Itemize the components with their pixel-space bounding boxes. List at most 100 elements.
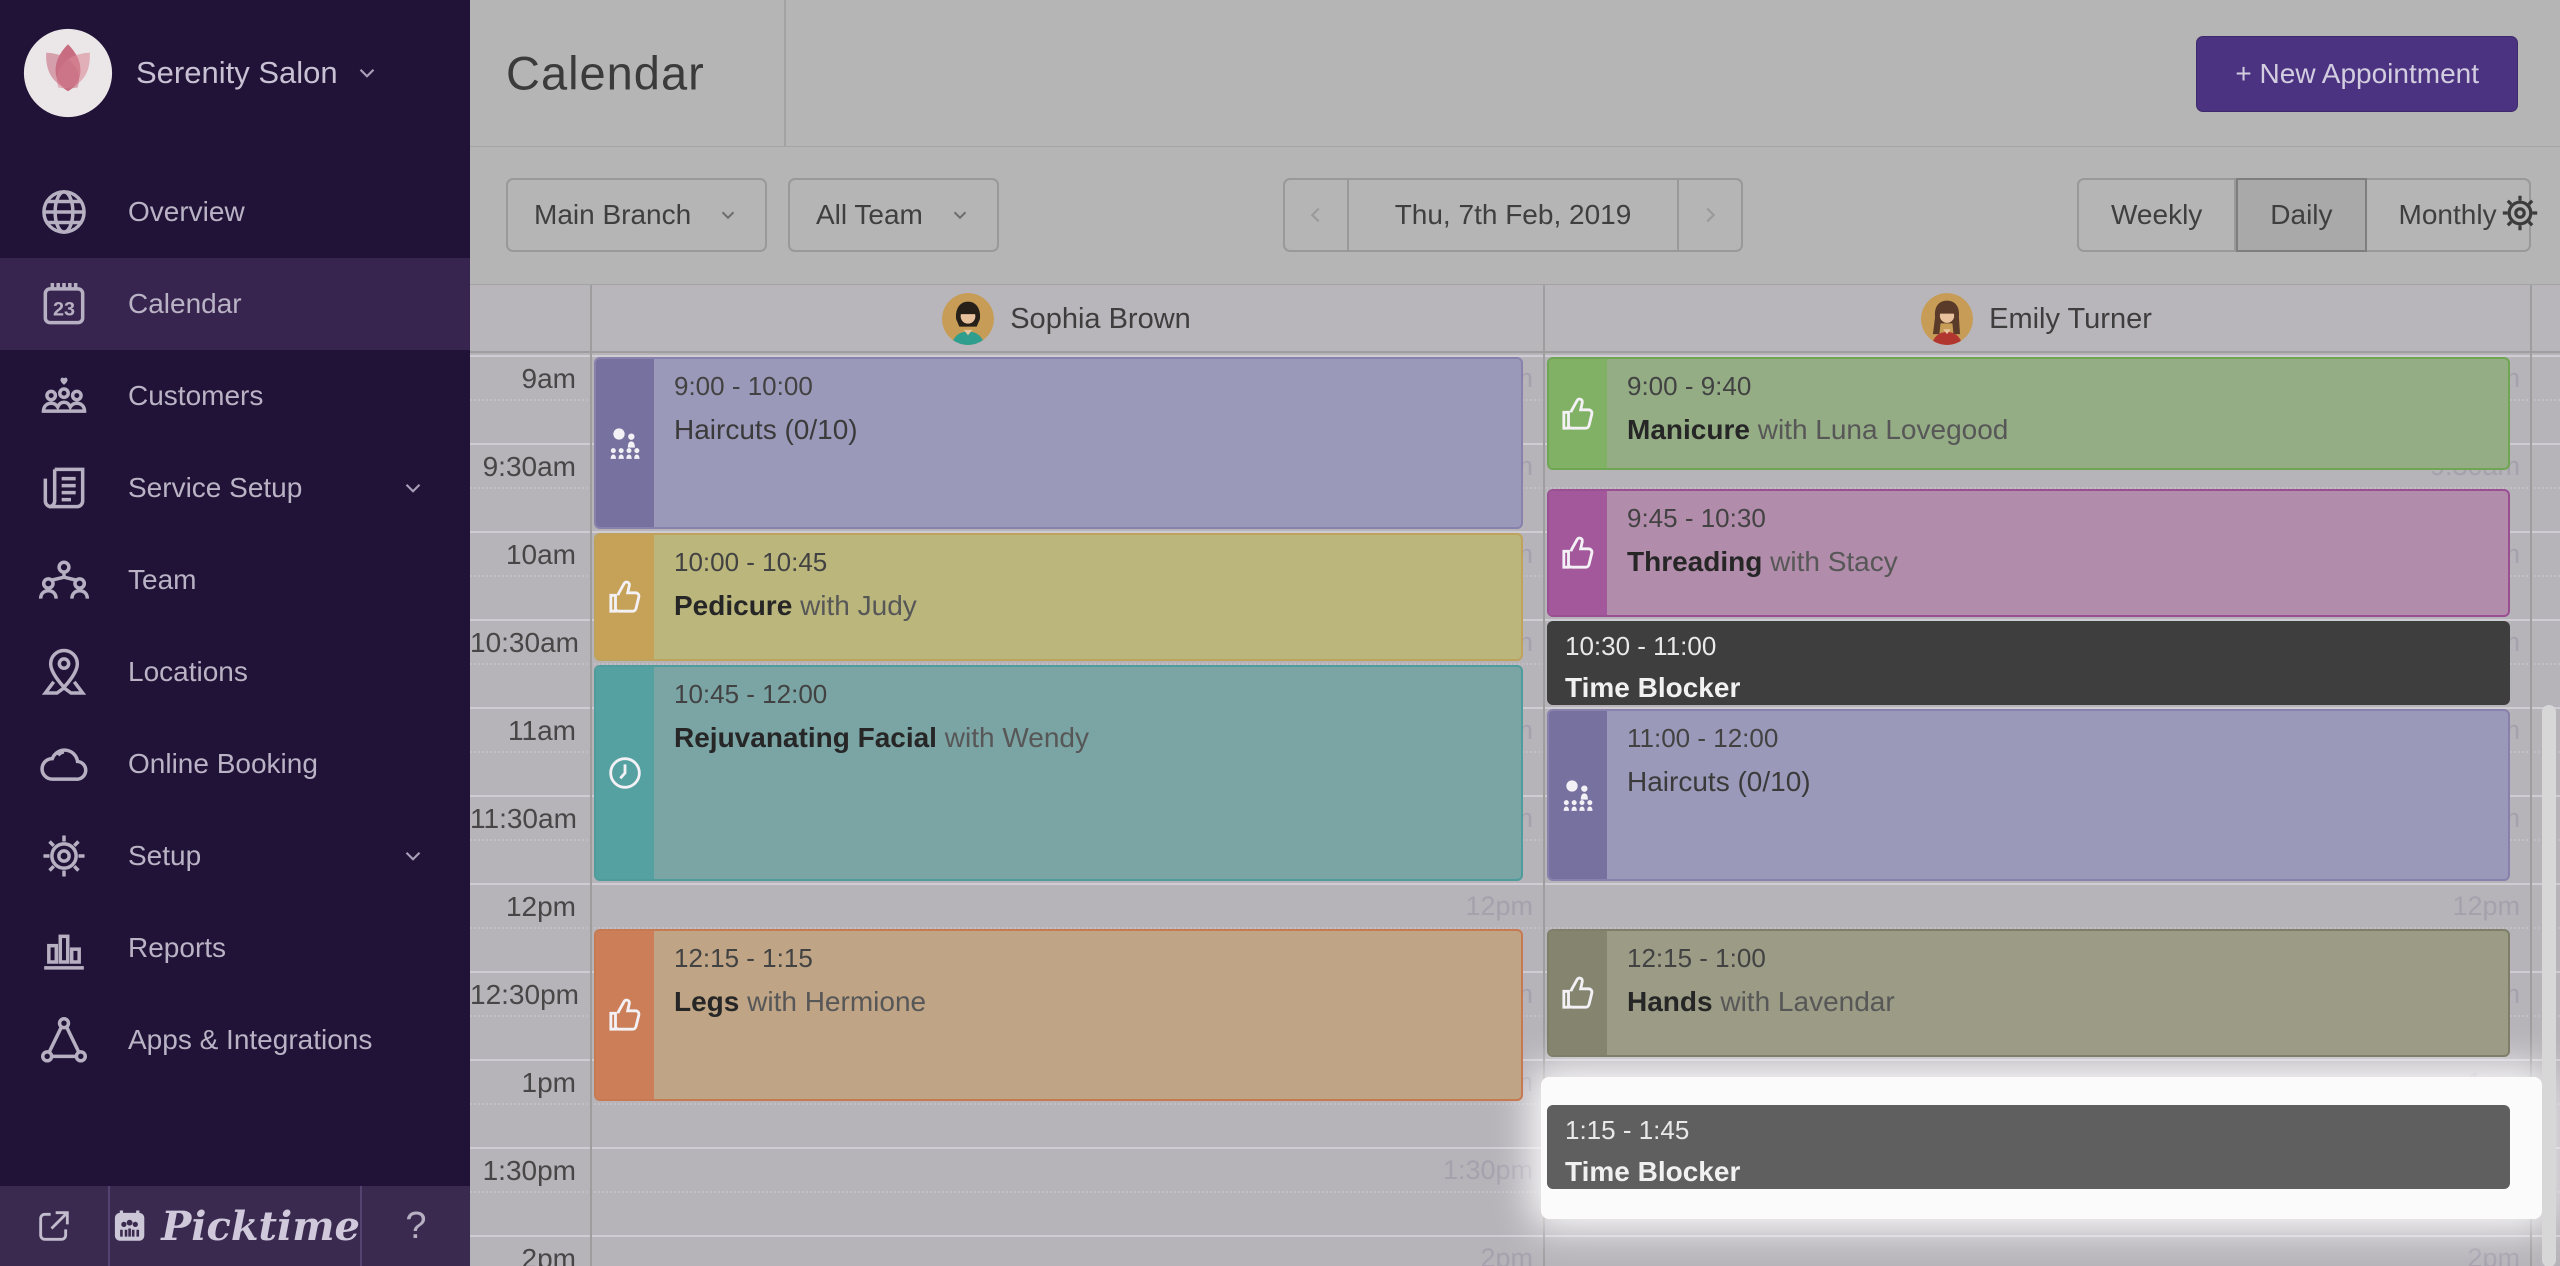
chevron-down-icon [721, 211, 735, 220]
sidebar-item-online-booking[interactable]: Online Booking [0, 718, 470, 810]
view-daily-button[interactable]: Daily [2236, 178, 2367, 252]
sidebar-item-setup[interactable]: Setup [0, 810, 470, 902]
staff-column-header[interactable]: Sophia Brown [590, 285, 1543, 353]
appointment-time: 1:15 - 1:45 [1565, 1115, 1690, 1145]
gear-icon [2502, 195, 2538, 231]
sidebar-item-label: Team [128, 564, 197, 595]
appointment-content: 12:15 - 1:00 Hands with Lavendar [1607, 931, 2508, 1055]
time-label: 9am [521, 363, 576, 394]
appointment-time: 12:15 - 1:15 [674, 943, 813, 973]
view-monthly-button[interactable]: Monthly [2366, 178, 2531, 252]
sidebar-item-label: Customers [128, 380, 264, 411]
picktime-wordmark: Picktime [161, 1202, 360, 1250]
sidebar-item-calendar[interactable]: 23 Calendar [0, 258, 470, 350]
appointment-block[interactable]: 9:00 - 9:40 Manicure with Luna Lovegood [1547, 357, 2510, 471]
hour-line [470, 883, 2560, 885]
gear-icon [0, 828, 128, 884]
sidebar-item-reports[interactable]: Reports [0, 902, 470, 994]
chevron-down-icon [400, 475, 470, 501]
chevron-down-icon [953, 211, 967, 220]
time-blocker-block[interactable]: 1:15 - 1:45 Time Blocker [1547, 1105, 2510, 1189]
appointment-title: Threading with Stacy [1627, 546, 1898, 577]
quarter-line [470, 663, 2560, 665]
cloud-icon [0, 736, 128, 792]
view-label: Weekly [2111, 199, 2203, 230]
view-toggle: Weekly Daily Monthly [2077, 178, 2531, 252]
appointment-content: 9:45 - 10:30 Threading with Stacy [1607, 491, 2508, 615]
date-display[interactable]: Thu, 7th Feb, 2019 [1347, 178, 1679, 252]
appointment-time: 10:30 - 11:00 [1565, 631, 1717, 661]
calendar-settings-button[interactable] [2496, 189, 2544, 237]
column-time-label: 12pm [1465, 891, 1533, 921]
sidebar-item-overview[interactable]: Overview [0, 166, 470, 258]
appointment-content: 10:45 - 12:00 Rejuvanating Facial with We… [654, 667, 1521, 879]
sidebar-item-apps-integrations[interactable]: Apps & Integrations [0, 994, 470, 1086]
appointment-title: Time Blocker [1565, 1156, 1741, 1187]
staff-header-row [470, 285, 2560, 353]
sidebar-item-service-setup[interactable]: Service Setup [0, 442, 470, 534]
appointment-title: Time Blocker [1565, 672, 1741, 703]
appointment-content: 1:15 - 1:45 Time Blocker [1549, 1107, 2508, 1187]
external-link-icon [39, 1211, 69, 1241]
page-header: Calendar + New Appointment [470, 0, 2560, 147]
vertical-scrollbar[interactable] [2542, 705, 2556, 1266]
chevron-right-icon [1706, 207, 1716, 223]
sidebar-item-label: Calendar [128, 288, 242, 319]
new-appointment-label: + New Appointment [2235, 58, 2479, 89]
sidebar-item-locations[interactable]: Locations [0, 626, 470, 718]
hour-line [470, 1235, 2560, 1237]
view-label: Daily [2270, 199, 2333, 230]
team-value: All Team [816, 199, 923, 230]
appointment-block[interactable]: 9:45 - 10:30 Threading with Stacy [1547, 489, 2510, 617]
external-link-button[interactable] [0, 1186, 108, 1266]
customers-icon [0, 368, 128, 424]
thumbs-up-icon [1549, 931, 1607, 1055]
service-icon [0, 460, 128, 516]
prev-day-button[interactable] [1283, 178, 1347, 252]
sidebar-item-team[interactable]: Team [0, 534, 470, 626]
business-name: Serenity Salon [136, 55, 338, 90]
appointment-content: 10:30 - 11:00 Time Blocker [1549, 623, 2508, 703]
time-label: 12:30pm [470, 979, 579, 1010]
quarter-line [470, 1191, 2560, 1193]
appointment-block[interactable]: 10:45 - 12:00 Rejuvanating Facial with We… [594, 665, 1523, 881]
appointment-block[interactable]: 9:00 - 10:00 Haircuts (0/10) [594, 357, 1523, 529]
clock-icon [596, 667, 654, 879]
staff-column-header[interactable]: Emily Turner [1543, 285, 2530, 353]
time-blocker-block[interactable]: 10:30 - 11:00 Time Blocker [1547, 621, 2510, 705]
time-label: 1pm [521, 1067, 576, 1098]
chevron-down-icon [400, 843, 470, 869]
appointment-block[interactable]: 12:15 - 1:15 Legs with Hermione [594, 929, 1523, 1101]
appointment-time: 10:45 - 12:00 [674, 679, 828, 709]
appointment-time: 12:15 - 1:00 [1627, 943, 1766, 973]
sidebar: Serenity Salon Overview 23 Calendar Custome… [0, 0, 470, 1266]
picktime-branding[interactable]: Picktime [108, 1186, 360, 1266]
sidebar-item-label: Online Booking [128, 748, 318, 779]
column-divider [1543, 285, 1545, 1266]
time-label: 10:30am [470, 627, 579, 658]
appointment-block[interactable]: 12:15 - 1:00 Hands with Lavendar [1547, 929, 2510, 1057]
calendar-icon: 23 [0, 276, 128, 332]
avatar [942, 293, 995, 345]
business-selector[interactable]: Serenity Salon [0, 0, 470, 146]
new-appointment-button[interactable]: + New Appointment [2196, 36, 2518, 112]
chevron-left-icon [1310, 207, 1320, 223]
appointment-time: 9:45 - 10:30 [1627, 503, 1766, 533]
branch-value: Main Branch [534, 199, 692, 230]
sidebar-item-customers[interactable]: Customers [0, 350, 470, 442]
view-weekly-button[interactable]: Weekly [2077, 178, 2237, 252]
view-label: Monthly [2398, 199, 2497, 230]
header-divider [784, 0, 786, 146]
team-dropdown[interactable]: All Team [788, 178, 999, 252]
appointment-content: 9:00 - 9:40 Manicure with Luna Lovegood [1607, 359, 2508, 468]
help-button[interactable]: ? [360, 1186, 470, 1266]
column-divider [2530, 285, 2532, 1266]
next-day-button[interactable] [1679, 178, 1743, 252]
appointment-block[interactable]: 10:00 - 10:45 Pedicure with Judy [594, 533, 1523, 661]
appointment-content: 11:00 - 12:00 Haircuts (0/10) [1607, 711, 2508, 879]
appointment-title: Haircuts (0/10) [1627, 766, 1811, 797]
appointment-block[interactable]: 11:00 - 12:00 Haircuts (0/10) [1547, 709, 2510, 881]
branch-dropdown[interactable]: Main Branch [506, 178, 768, 252]
column-divider [590, 285, 592, 1266]
page-title: Calendar [506, 46, 705, 100]
